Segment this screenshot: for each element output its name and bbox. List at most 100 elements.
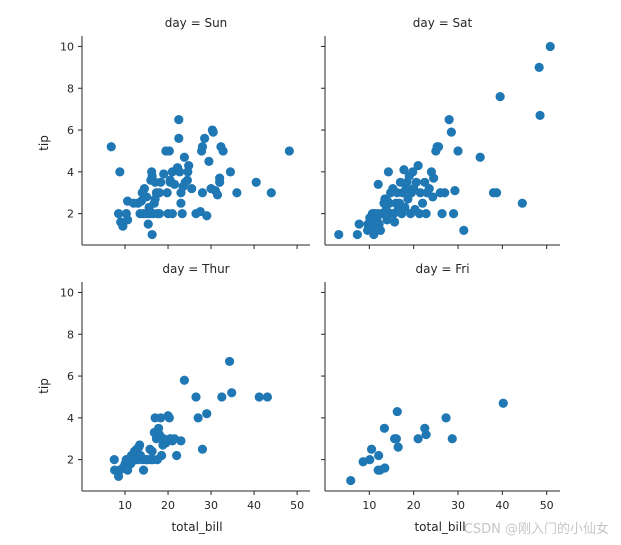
scatter-point: [498, 398, 508, 408]
scatter-point: [183, 167, 193, 177]
scatter-point: [352, 229, 362, 240]
scatter-point: [197, 188, 208, 198]
scatter-point: [400, 202, 410, 212]
scatter-point: [429, 173, 439, 183]
scatter-point: [373, 179, 383, 189]
y-tick-label: 4: [67, 412, 74, 425]
scatter-point: [147, 446, 157, 456]
x-tick-label: 10: [362, 499, 376, 512]
facet-panels: day = Sun 2 4 6 8 10 day = Sat day = Thur 2 4 6 8 10…: [60, 16, 560, 512]
scatter-point: [176, 436, 186, 446]
scatter-point: [224, 356, 235, 367]
scatter-point: [433, 142, 444, 152]
y-tick-label: 8: [67, 328, 74, 341]
scatter-point: [424, 183, 434, 194]
scatter-point: [535, 110, 545, 121]
facet-title: day = Thur: [162, 262, 229, 276]
y-tick-label: 10: [60, 40, 74, 53]
scatter-point: [106, 142, 116, 152]
y-tick-label: 2: [67, 208, 74, 221]
scatter-point: [109, 455, 119, 465]
scatter-point: [379, 423, 390, 433]
scatter-point: [202, 409, 212, 419]
y-tick-label: 2: [67, 454, 74, 467]
scatter-point: [187, 183, 197, 194]
x-axis-label-left: total_bill: [171, 520, 222, 534]
y-tick-label: 6: [67, 124, 74, 137]
scatter-point: [118, 221, 128, 231]
scatter-point: [413, 434, 423, 444]
facet-title: day = Fri: [415, 262, 469, 276]
scatter-point: [141, 192, 152, 202]
scatter-point: [491, 188, 502, 198]
scatter-point: [446, 127, 456, 137]
scatter-point: [123, 215, 133, 225]
scatter-point: [162, 188, 172, 198]
scatter-point: [115, 167, 125, 177]
scatter-point: [413, 160, 423, 171]
scatter-point: [441, 413, 451, 423]
scatter-point: [545, 41, 555, 52]
scatter-point: [421, 429, 431, 440]
scatter-point: [383, 167, 394, 177]
scatter-point: [154, 188, 165, 198]
scatter-point: [139, 183, 149, 194]
scatter-point: [251, 177, 261, 187]
scatter-point: [175, 167, 185, 177]
scatter-point: [534, 62, 544, 72]
scatter-point: [374, 450, 384, 461]
scatter-point: [417, 198, 428, 208]
x-tick-label: 50: [540, 499, 554, 512]
scatter-point: [414, 209, 425, 219]
scatter-point: [334, 229, 344, 240]
scatter-point: [428, 192, 438, 202]
x-tick-label: 30: [204, 499, 218, 512]
facet-title: day = Sun: [165, 16, 228, 30]
scatter-point: [266, 188, 276, 198]
scatter-point: [411, 177, 421, 187]
scatter-point: [217, 392, 227, 402]
x-tick-label: 50: [290, 499, 304, 512]
scatter-point: [215, 177, 225, 187]
scatter-point: [459, 225, 469, 235]
scatter-point: [262, 392, 273, 402]
y-axis-label-bottom: tip: [37, 378, 51, 394]
scatter-point: [169, 179, 180, 189]
scatter-point: [395, 177, 405, 187]
scatter-point: [202, 211, 212, 221]
facet-panel-3: day = Thur 2 4 6 8 10 10 20 30 40 50: [60, 262, 310, 512]
scatter-point: [174, 133, 184, 144]
y-tick-label: 10: [60, 286, 74, 299]
scatter-point: [167, 209, 177, 219]
facet-panel-4: day = Fri 10 20 30 40 50: [321, 262, 560, 512]
scatter-point: [154, 209, 165, 219]
scatter-point: [156, 177, 166, 187]
x-tick-label: 40: [247, 499, 261, 512]
scatter-point: [191, 392, 201, 402]
scatter-point: [448, 209, 459, 219]
scatter-point: [380, 463, 390, 473]
x-tick-label: 20: [407, 499, 421, 512]
scatter-point: [164, 413, 174, 423]
scatter-point: [384, 198, 394, 208]
scatter-point: [517, 198, 527, 208]
scatter-point: [450, 186, 460, 196]
scatter-point: [354, 219, 364, 229]
scatter-point: [143, 219, 153, 229]
scatter-point: [200, 133, 210, 144]
scatter-point: [495, 92, 505, 102]
facet-title: day = Sat: [413, 16, 473, 30]
y-tick-label: 8: [67, 82, 74, 95]
scatter-point: [147, 229, 157, 240]
scatter-point: [182, 175, 192, 185]
scatter-point: [365, 455, 375, 465]
scatter-point: [399, 165, 409, 175]
scatter-point: [284, 146, 294, 156]
scatter-point: [159, 169, 169, 179]
scatter-point: [225, 167, 236, 177]
scatter-point: [218, 146, 228, 156]
scatter-point: [408, 167, 418, 177]
scatter-point: [421, 209, 431, 219]
scatter-point: [156, 413, 166, 423]
